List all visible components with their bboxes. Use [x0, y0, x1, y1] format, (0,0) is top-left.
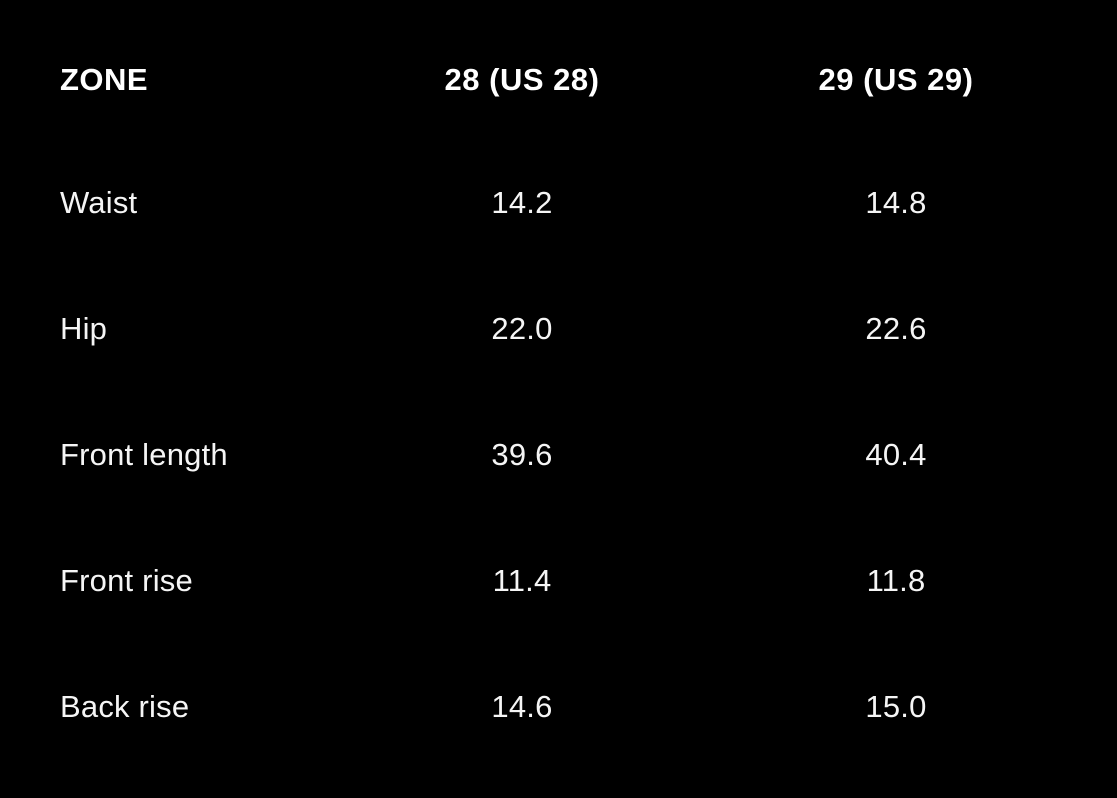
cell-waist-size-28: 14.2: [491, 185, 553, 220]
cell-back-rise-size-28: 14.6: [491, 689, 553, 724]
cell-back-rise-size-29: 15.0: [865, 689, 927, 724]
cell-hip-size-28: 22.0: [491, 311, 553, 346]
row-label-front-rise: Front rise: [60, 563, 193, 598]
table-row-back-rise: Back rise 14.6 15.0: [0, 644, 1117, 770]
cell-front-length-size-29: 40.4: [865, 437, 927, 472]
table-row-front-rise: Front rise 11.4 11.8: [0, 518, 1117, 644]
column-header-size-28: 28 (US 28): [444, 62, 600, 97]
column-header-size-29: 29 (US 29): [818, 62, 974, 97]
row-label-hip: Hip: [60, 311, 108, 346]
size-chart-body: Waist 14.2 14.8 Hip 22.0 22.6 Front leng…: [0, 140, 1117, 770]
row-label-front-length: Front length: [60, 437, 228, 472]
row-label-waist: Waist: [60, 185, 138, 220]
cell-front-rise-size-29: 11.8: [866, 563, 926, 598]
cell-hip-size-29: 22.6: [865, 311, 927, 346]
cell-front-length-size-28: 39.6: [491, 437, 553, 472]
cell-front-rise-size-28: 11.4: [492, 563, 552, 598]
cell-waist-size-29: 14.8: [865, 185, 927, 220]
table-row-front-length: Front length 39.6 40.4: [0, 392, 1117, 518]
table-row-hip: Hip 22.0 22.6: [0, 266, 1117, 392]
column-header-zone: ZONE: [60, 62, 149, 97]
row-label-back-rise: Back rise: [60, 689, 190, 724]
table-row-waist: Waist 14.2 14.8: [0, 140, 1117, 266]
size-chart-header-row: ZONE 28 (US 28) 29 (US 29): [0, 0, 1117, 108]
